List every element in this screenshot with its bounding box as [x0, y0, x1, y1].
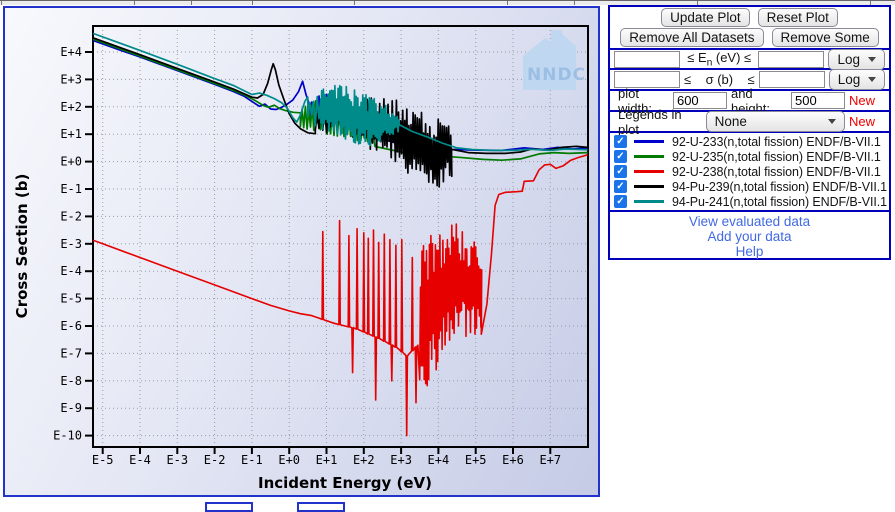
plot-width-input[interactable] [672, 92, 727, 109]
energy-range-label: ≤ En (eV) ≤ [687, 49, 752, 69]
legends-row: Legends in plot None New [608, 107, 891, 137]
dataset-checkbox[interactable]: ✓ [614, 180, 627, 193]
energy-max-input[interactable] [758, 50, 825, 68]
energy-scale-select[interactable]: Log [828, 48, 885, 70]
cropped-button-bottom [205, 502, 253, 512]
links-box: View evaluated data Add your data Help [608, 210, 891, 260]
sigma-range-row: ≤ σ (b) ≤ Log [608, 68, 891, 91]
remove-some-button[interactable]: Remove Some [771, 28, 879, 47]
dataset-label: 92-U-235(n,total fission) ENDF/B-VII.1 [672, 149, 881, 164]
plot-height-input[interactable] [790, 92, 845, 109]
update-plot-button[interactable]: Update Plot [661, 8, 750, 27]
sigma-range-label: ≤ σ (b) ≤ [684, 72, 755, 87]
dataset-checkbox[interactable]: ✓ [614, 135, 627, 148]
dataset-color-swatch [634, 200, 664, 203]
dataset-color-swatch [634, 140, 664, 143]
chevron-down-icon [827, 119, 836, 124]
help-link[interactable]: Help [735, 244, 764, 259]
legends-select[interactable]: None [705, 111, 845, 132]
y-axis-title: Cross Section (b) [13, 173, 31, 319]
legends-label: Legends in plot [618, 106, 682, 137]
dataset-row: ✓ 92-U-235(n,total fission) ENDF/B-VII.1 [610, 149, 889, 164]
dataset-row: ✓ 92-U-233(n,total fission) ENDF/B-VII.1 [610, 134, 889, 149]
x-axis-title: Incident Energy (eV) [257, 474, 432, 492]
dataset-color-swatch [634, 170, 664, 173]
control-panel: Update Plot Reset Plot Remove All Datase… [608, 5, 891, 260]
legends-value: None [714, 114, 747, 129]
cropped-button-bottom [297, 502, 345, 512]
dataset-checkbox[interactable]: ✓ [614, 165, 627, 178]
chevron-down-icon [868, 56, 876, 62]
dataset-row: ✓ 94-Pu-241(n,total fission) ENDF/B-VII.1 [610, 194, 889, 209]
chevron-down-icon [868, 77, 877, 82]
energy-min-input[interactable] [614, 50, 680, 68]
view-evaluated-data-link[interactable]: View evaluated data [688, 214, 811, 229]
new-size-link[interactable]: New [848, 93, 875, 108]
dataset-label: 94-Pu-239(n,total fission) ENDF/B-VII.1 [672, 179, 887, 194]
dataset-row: ✓ 94-Pu-239(n,total fission) ENDF/B-VII.1 [610, 179, 889, 194]
dataset-list: ✓ 92-U-233(n,total fission) ENDF/B-VII.1 ✓… [608, 131, 891, 212]
sigma-scale-select[interactable]: Log [828, 69, 886, 90]
dataset-checkbox[interactable]: ✓ [614, 150, 627, 163]
dataset-label: 94-Pu-241(n,total fission) ENDF/B-VII.1 [672, 194, 887, 209]
reset-plot-button[interactable]: Reset Plot [757, 8, 838, 27]
dataset-color-swatch [634, 155, 664, 158]
plot-actions-box: Update Plot Reset Plot Remove All Datase… [608, 5, 891, 50]
sigma-min-input[interactable] [614, 71, 680, 88]
plot-panel: Cross Section (b) Incident Energy (eV) [3, 6, 600, 497]
cropped-toolbar-top [0, 0, 895, 5]
plot-width-label: plot width: [618, 85, 652, 116]
sigma-max-input[interactable] [758, 71, 825, 88]
energy-range-row: ≤ En (eV) ≤ Log [608, 48, 891, 70]
dataset-color-swatch [634, 185, 664, 188]
dataset-checkbox[interactable]: ✓ [614, 195, 627, 208]
dataset-label: 92-U-233(n,total fission) ENDF/B-VII.1 [672, 134, 881, 149]
energy-scale-value: Log [837, 51, 860, 67]
dataset-row: ✓ 92-U-238(n,total fission) ENDF/B-VII.1 [610, 164, 889, 179]
new-legends-link[interactable]: New [848, 114, 875, 129]
add-your-data-link[interactable]: Add your data [707, 229, 792, 244]
remove-all-datasets-button[interactable]: Remove All Datasets [620, 28, 764, 47]
dataset-label: 92-U-238(n,total fission) ENDF/B-VII.1 [672, 164, 881, 179]
sigma-scale-value: Log [837, 72, 861, 87]
